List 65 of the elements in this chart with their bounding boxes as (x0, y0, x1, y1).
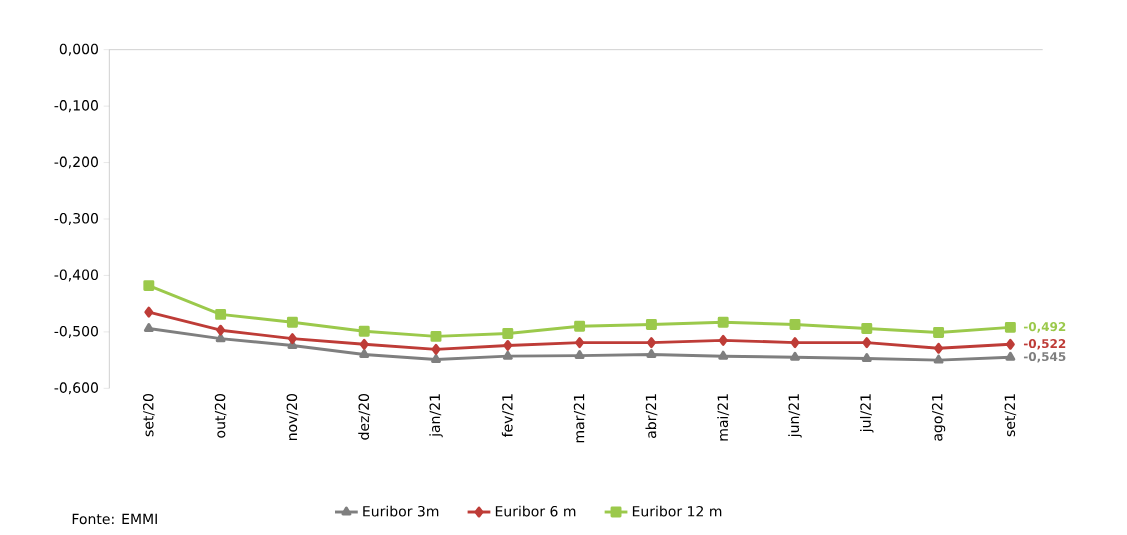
point (359, 349, 370, 358)
y-tick-label: -0,500 (54, 325, 98, 338)
y-tick-label: -0,100 (54, 100, 98, 113)
y-tick-label: 0,000 (59, 43, 98, 56)
point (861, 323, 873, 334)
point (286, 316, 298, 328)
point (934, 342, 944, 354)
x-tick-label: fev/21 (501, 394, 514, 438)
point (645, 319, 657, 331)
x-tick-label: mar/21 (573, 394, 586, 443)
legend-label: Euribor 6 m (495, 505, 576, 517)
point (144, 306, 154, 318)
legend-label: Euribor 12 m (632, 505, 722, 517)
x-tick-label: jul/21 (860, 394, 874, 433)
x-tick-label: ago/21 (931, 394, 946, 441)
y-tick-label: -0,400 (54, 269, 98, 282)
point (575, 337, 585, 349)
point (718, 350, 729, 360)
point (646, 337, 656, 349)
point (431, 354, 441, 364)
point (1005, 351, 1016, 361)
point (790, 337, 800, 349)
x-tick-label: set/20 (142, 393, 155, 437)
x-tick-label: nov/20 (286, 393, 299, 441)
point (502, 350, 513, 360)
point (431, 343, 441, 355)
point (1005, 338, 1015, 350)
legend-label: Euribor 3m (363, 505, 439, 517)
data-label: -0,522 (1023, 339, 1066, 350)
point (861, 352, 872, 362)
source-note: Fonte: EMMI (72, 513, 157, 525)
point (574, 350, 585, 360)
point (933, 326, 945, 338)
point (503, 339, 513, 351)
x-tick-label: dez/20 (358, 393, 371, 440)
point (215, 333, 226, 343)
point (718, 334, 728, 346)
point (216, 324, 226, 336)
point (430, 330, 442, 342)
point (789, 319, 801, 331)
point (717, 316, 729, 328)
point (143, 280, 155, 292)
x-tick-label: set/21 (1004, 394, 1017, 437)
point (358, 325, 370, 337)
point (574, 320, 586, 332)
x-tick-label: abr/21 (645, 394, 658, 438)
data-label: -0,545 (1023, 351, 1066, 363)
x-tick-label: jan/21 (429, 394, 443, 438)
x-tick-label: jun/21 (788, 394, 802, 438)
x-tick-label: mai/21 (717, 394, 730, 441)
point (215, 308, 227, 320)
x-tick-label: out/20 (214, 393, 227, 438)
y-tick-label: -0,600 (54, 382, 98, 395)
point (646, 349, 657, 358)
point (790, 351, 800, 361)
point (502, 328, 514, 340)
point (287, 333, 297, 345)
y-tick-label: -0,300 (54, 212, 98, 226)
point (1004, 321, 1016, 333)
point (862, 337, 872, 349)
data-label: -0,492 (1023, 322, 1066, 333)
point (933, 354, 944, 364)
point (143, 323, 154, 332)
y-tick-label: -0,200 (54, 156, 98, 169)
point (359, 338, 369, 350)
